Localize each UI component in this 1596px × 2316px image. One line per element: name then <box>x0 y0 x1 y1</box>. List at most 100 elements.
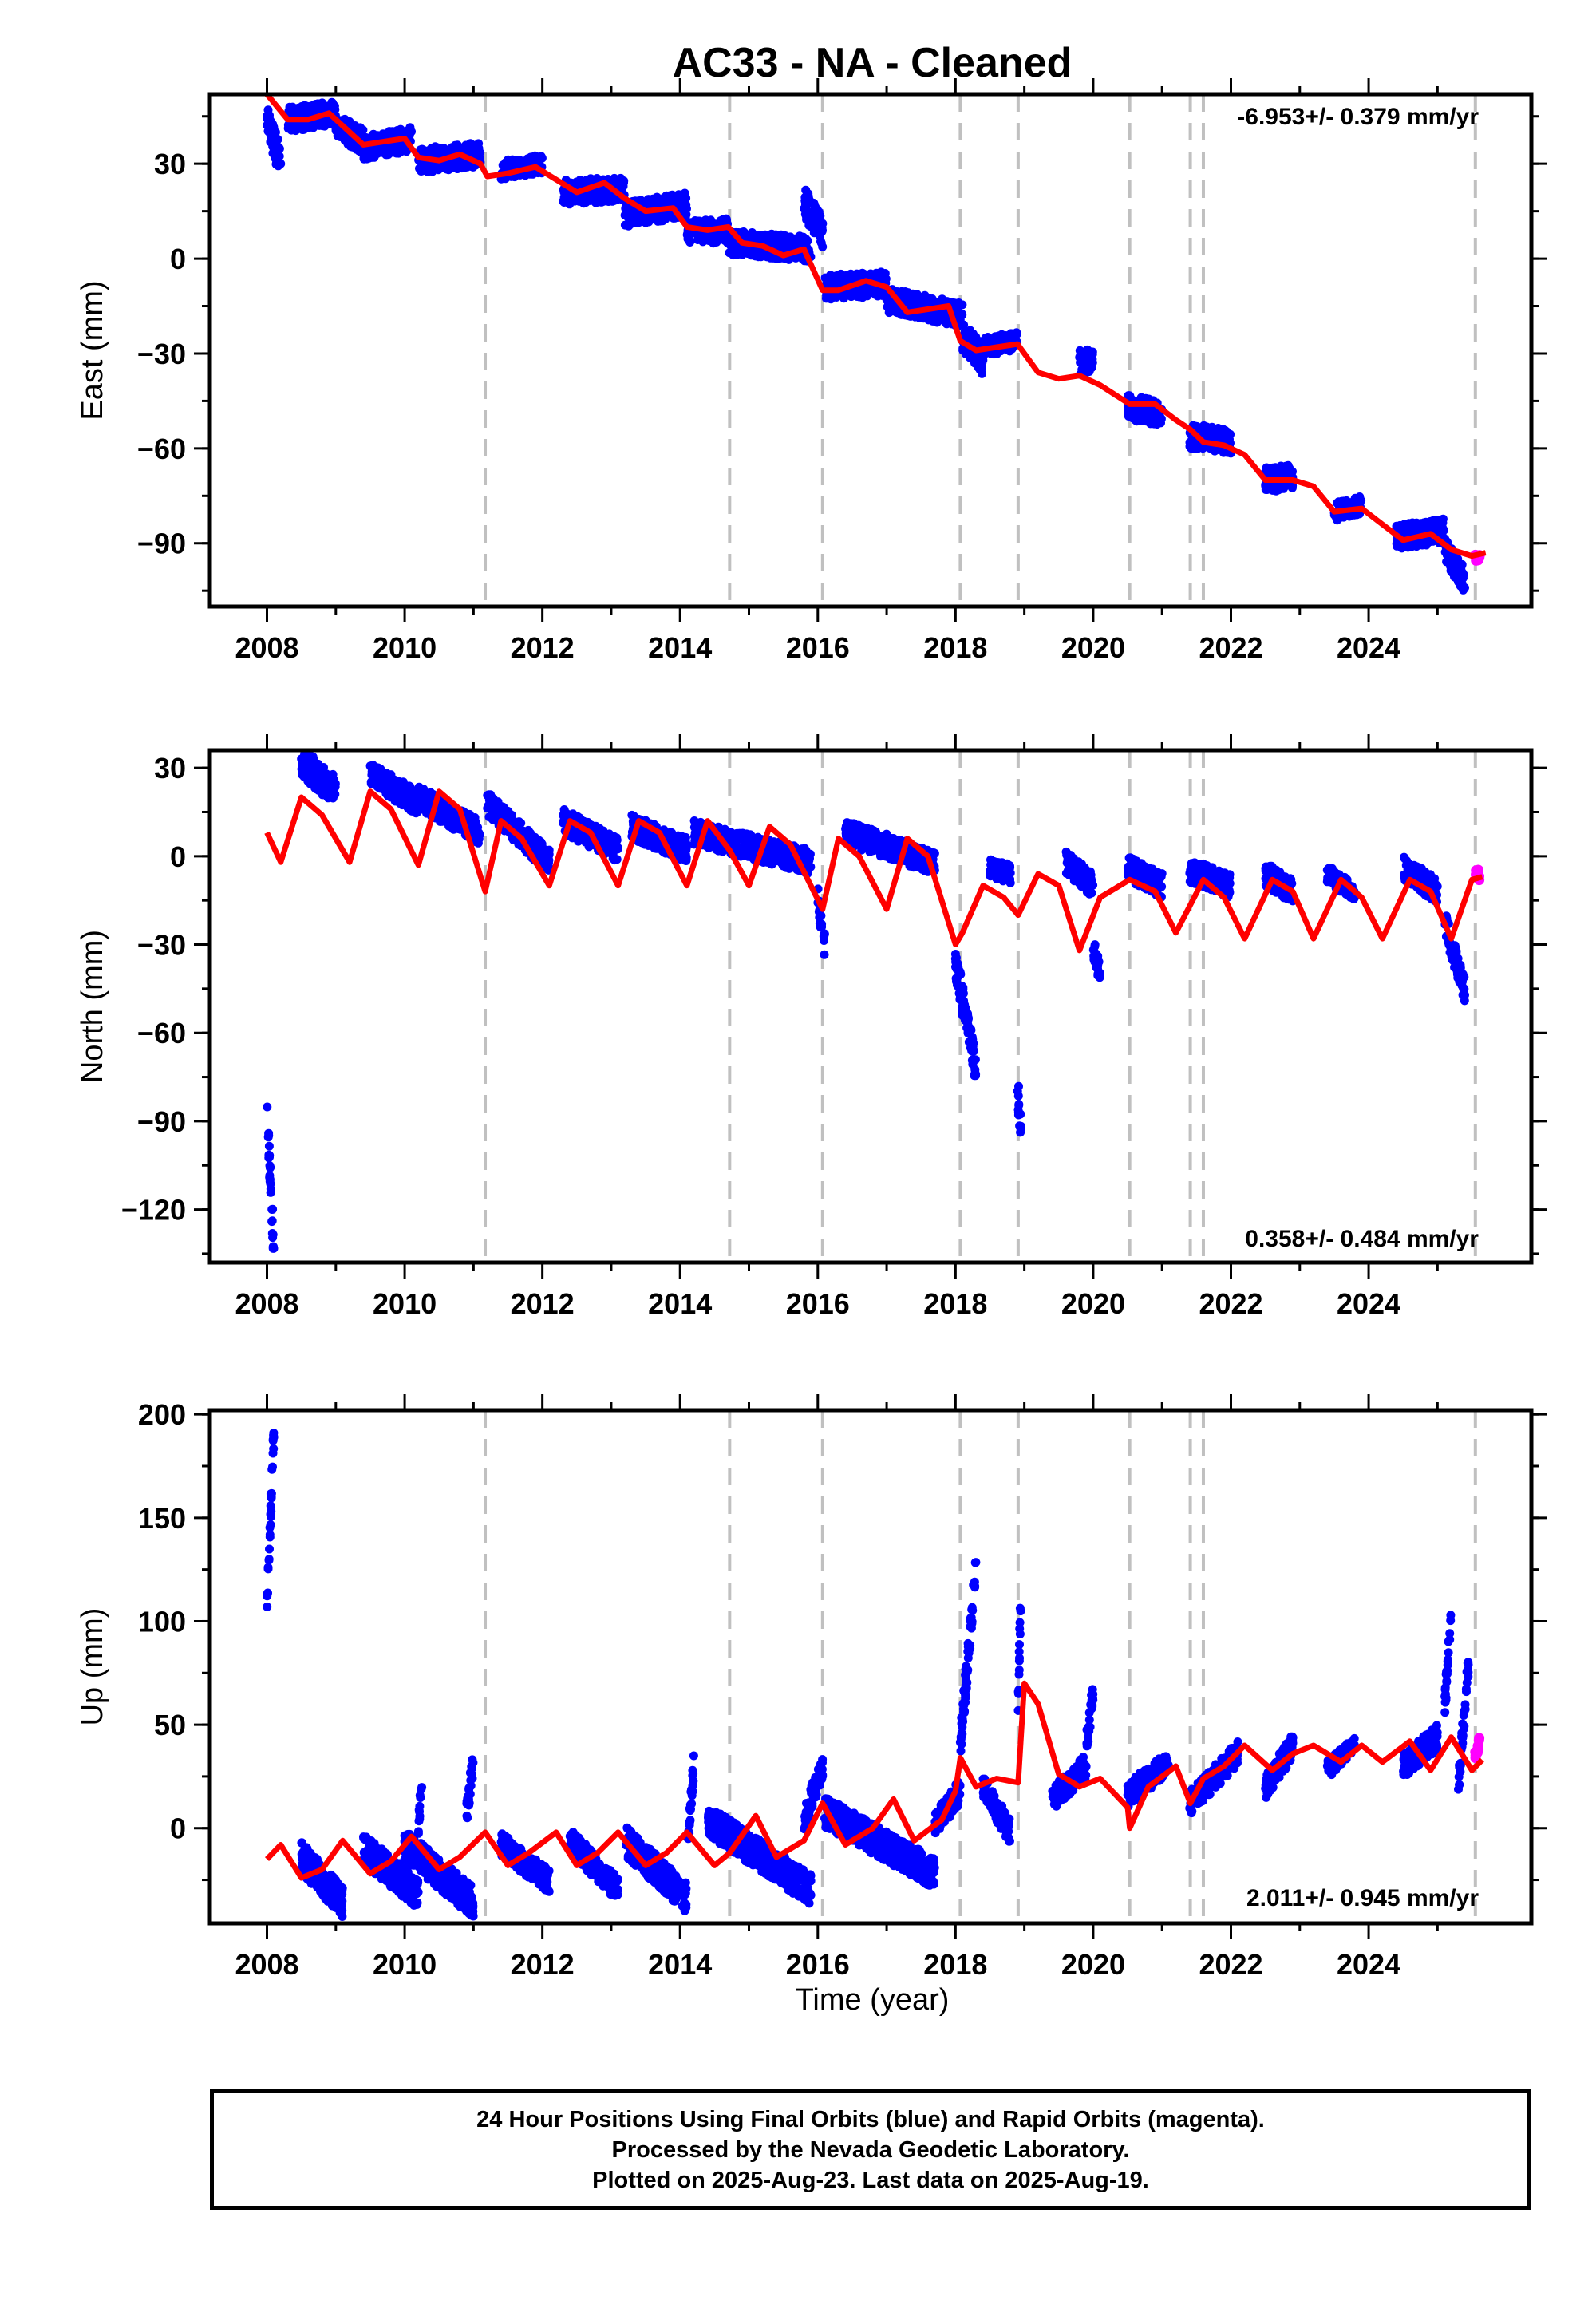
final-orbit-point <box>645 199 654 208</box>
final-orbit-point <box>369 767 378 777</box>
final-orbit-point <box>915 299 924 308</box>
final-orbit-point <box>954 308 964 318</box>
final-orbit-point <box>267 1229 277 1238</box>
final-orbit-point <box>488 794 498 803</box>
final-orbit-point <box>822 290 832 300</box>
final-orbit-point <box>429 161 438 171</box>
final-orbit-point <box>265 1176 275 1186</box>
final-orbit-point <box>660 210 670 219</box>
final-orbit-point <box>449 820 459 830</box>
final-orbit-point <box>536 152 546 161</box>
final-orbit-point <box>775 852 784 861</box>
final-orbit-point <box>311 105 321 115</box>
final-orbit-point <box>298 767 307 777</box>
x-tick-label: 2014 <box>648 631 712 664</box>
data-points <box>263 750 1485 1253</box>
final-orbit-point <box>302 105 312 114</box>
final-orbit-point <box>382 145 392 155</box>
final-orbit-point <box>1203 430 1212 440</box>
final-orbit-point <box>812 214 821 223</box>
final-orbit-point <box>309 123 318 132</box>
final-orbit-point <box>1276 464 1286 474</box>
final-orbit-point <box>1185 437 1195 447</box>
final-orbit-point <box>856 289 866 298</box>
final-orbit-point <box>924 293 933 302</box>
final-orbit-point <box>448 809 457 819</box>
final-orbit-point <box>1398 542 1408 551</box>
final-orbit-point <box>299 753 309 762</box>
final-orbit-point <box>435 144 444 153</box>
final-orbit-point <box>863 285 873 294</box>
final-orbit-point <box>273 144 282 154</box>
final-orbit-point <box>393 125 402 135</box>
final-orbit-point <box>1458 583 1468 593</box>
final-orbit-point <box>800 192 810 202</box>
final-orbit-point <box>419 163 429 172</box>
final-orbit-point <box>681 838 690 848</box>
final-orbit-point <box>604 833 614 843</box>
final-orbit-point <box>703 235 713 245</box>
final-orbit-point <box>397 791 407 800</box>
final-orbit-point <box>444 165 453 175</box>
final-orbit-point <box>652 844 662 853</box>
final-orbit-point <box>799 232 808 242</box>
final-orbit-point <box>322 769 331 779</box>
final-orbit-point <box>264 1141 274 1151</box>
final-orbit-point <box>403 803 413 812</box>
final-orbit-point <box>970 333 980 342</box>
data-points <box>263 97 1485 595</box>
final-orbit-point <box>1444 555 1453 564</box>
final-orbit-point <box>403 126 412 136</box>
final-orbit-point <box>1219 425 1227 434</box>
final-orbit-point <box>1354 498 1364 508</box>
final-orbit-point <box>842 290 851 300</box>
final-orbit-point <box>1269 481 1278 491</box>
final-orbit-point <box>263 1102 272 1112</box>
final-orbit-point <box>975 366 985 374</box>
final-orbit-point <box>706 215 716 225</box>
final-orbit-point <box>784 849 793 858</box>
final-orbit-point <box>1345 512 1354 521</box>
final-orbit-point <box>820 936 828 945</box>
final-orbit-point <box>805 218 815 227</box>
final-orbit-point <box>657 200 666 208</box>
final-orbit-point <box>1450 555 1460 564</box>
final-orbit-point <box>364 153 373 163</box>
final-orbit-point <box>1149 419 1159 429</box>
x-tick-label: 2018 <box>923 631 987 664</box>
final-orbit-point <box>476 148 485 157</box>
final-orbit-point <box>267 1217 277 1227</box>
final-orbit-point <box>1412 542 1421 551</box>
final-orbit-point <box>645 839 654 848</box>
final-orbit-point <box>309 778 318 788</box>
final-orbit-point <box>484 812 494 822</box>
final-orbit-point <box>746 230 756 239</box>
final-orbit-point <box>610 856 619 865</box>
final-orbit-point <box>327 97 337 107</box>
final-orbit-point <box>264 1131 274 1140</box>
final-orbit-point <box>899 290 908 300</box>
final-orbit-point <box>1420 518 1428 528</box>
final-orbit-point <box>666 828 675 837</box>
velocity-rate-label: -6.953+/- 0.379 mm/yr <box>1237 104 1479 130</box>
final-orbit-point <box>574 193 583 203</box>
final-orbit-point <box>789 239 799 247</box>
final-orbit-point <box>266 1188 275 1197</box>
final-orbit-point <box>1080 351 1089 361</box>
x-tick-label: 2012 <box>511 631 575 664</box>
final-orbit-point <box>745 248 755 258</box>
final-orbit-point <box>809 206 818 215</box>
final-orbit-point <box>1404 519 1414 528</box>
y-tick-label: −30 <box>137 338 186 370</box>
x-tick-label: 2024 <box>1337 631 1400 664</box>
final-orbit-point <box>580 191 590 200</box>
final-orbit-point <box>729 838 739 847</box>
final-orbit-point <box>818 242 828 251</box>
final-orbit-point <box>820 950 829 959</box>
final-orbit-point <box>1428 523 1437 532</box>
final-orbit-point <box>441 800 450 810</box>
final-orbit-point <box>317 785 326 794</box>
final-orbit-point <box>374 132 384 141</box>
final-orbit-point <box>816 919 825 929</box>
